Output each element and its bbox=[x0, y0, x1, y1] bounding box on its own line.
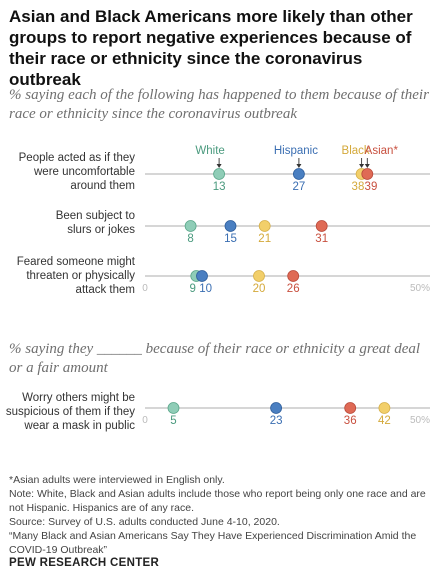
report-title: “Many Black and Asian Americans Say They… bbox=[9, 530, 417, 556]
data-point-hispanic bbox=[224, 220, 237, 232]
chart-subtitle-2: % saying they ______ because of their ra… bbox=[9, 341, 421, 376]
data-point-hispanic bbox=[292, 168, 305, 180]
axis-min-label: 0 bbox=[142, 283, 148, 294]
notes-block: *Asian adults were interviewed in Englis… bbox=[9, 473, 437, 557]
category-label: wear a mask in public bbox=[23, 420, 135, 432]
value-label-black: 21 bbox=[258, 233, 271, 245]
legend-arrow-hispanic bbox=[296, 164, 302, 168]
chart-subtitle-1: % saying each of the following has happe… bbox=[9, 87, 429, 122]
data-point-hispanic bbox=[270, 402, 283, 414]
data-point-white bbox=[213, 168, 226, 180]
axis-min-label: 0 bbox=[142, 415, 148, 426]
legend-asian: Asian* bbox=[365, 145, 399, 157]
category-label: People acted as if they bbox=[19, 152, 136, 164]
data-point-hispanic bbox=[196, 270, 208, 282]
value-label-hispanic: 27 bbox=[293, 181, 306, 193]
value-label-asian: 31 bbox=[315, 233, 328, 245]
category-label: attack them bbox=[76, 284, 135, 296]
footnote-asterisk: *Asian adults were interviewed in Englis… bbox=[9, 474, 225, 486]
legend-hispanic: Hispanic bbox=[274, 145, 318, 157]
value-label-asian: 39 bbox=[365, 181, 378, 193]
value-label-asian: 36 bbox=[344, 415, 357, 427]
legend-arrow-asian bbox=[364, 164, 370, 168]
source-text: Source: Survey of U.S. adults conducted … bbox=[9, 516, 280, 528]
value-label-white: 5 bbox=[170, 415, 176, 427]
category-label: threaten or physically bbox=[26, 270, 135, 282]
value-label-white: 13 bbox=[213, 181, 226, 193]
value-label-black: 38 bbox=[352, 181, 365, 193]
value-label-black: 42 bbox=[378, 415, 391, 427]
value-label-white: 8 bbox=[187, 233, 193, 245]
value-label-white: 9 bbox=[189, 283, 195, 295]
legend-white: White bbox=[195, 145, 224, 157]
category-label: around them bbox=[70, 180, 135, 192]
pew-logo-text: PEW RESEARCH CENTER bbox=[9, 557, 160, 569]
data-point-black bbox=[258, 220, 271, 232]
data-point-white bbox=[184, 220, 197, 232]
category-label: Worry others might be bbox=[22, 392, 135, 404]
value-label-hispanic: 23 bbox=[270, 415, 283, 427]
value-label-asian: 26 bbox=[287, 283, 300, 295]
data-point-asian bbox=[361, 168, 374, 180]
legend-arrow-white bbox=[216, 164, 222, 168]
category-label: were uncomfortable bbox=[33, 166, 135, 178]
data-point-asian bbox=[315, 220, 328, 232]
data-point-white bbox=[167, 402, 180, 414]
data-point-asian bbox=[344, 402, 357, 414]
data-point-black bbox=[378, 402, 391, 414]
category-label: Feared someone might bbox=[17, 256, 136, 268]
value-label-hispanic: 15 bbox=[224, 233, 237, 245]
axis-max-label: 50% bbox=[410, 283, 430, 294]
data-point-asian bbox=[287, 270, 300, 282]
dot-plot-chart: People acted as if they were uncomfortabl… bbox=[6, 145, 430, 432]
category-label: Been subject to bbox=[56, 210, 135, 222]
legend-black: Black bbox=[342, 145, 370, 157]
category-label: slurs or jokes bbox=[67, 224, 135, 236]
value-label-black: 20 bbox=[253, 283, 266, 295]
axis-max-label: 50% bbox=[410, 415, 430, 426]
data-point-black bbox=[253, 270, 265, 282]
category-label: suspicious of them if they bbox=[6, 406, 135, 418]
value-label-hispanic: 10 bbox=[199, 283, 212, 295]
chart-title: Asian and Black Americans more likely th… bbox=[9, 7, 413, 89]
note-text: Note: White, Black and Asian adults incl… bbox=[9, 488, 426, 514]
legend-arrow-black bbox=[359, 164, 365, 168]
